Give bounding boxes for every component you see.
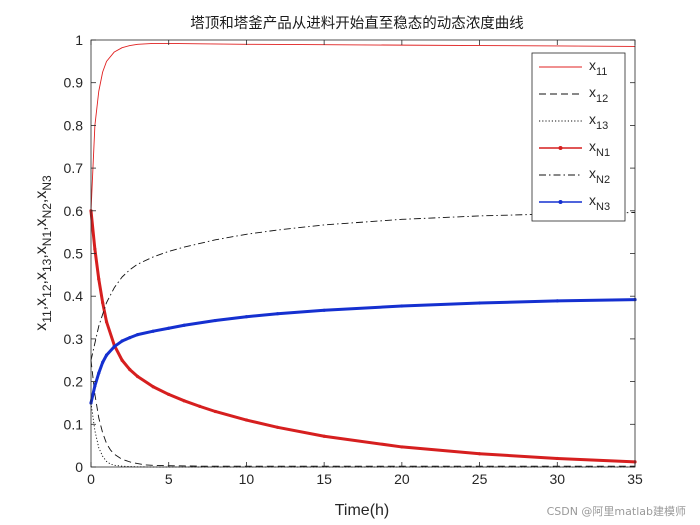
series-point-xN1 [167, 392, 171, 397]
y-tick-label: 0.2 [64, 374, 84, 390]
axes: 0 5 10 15 20 25 30 35 0 0.1 0.2 0.3 0.4 0.5 0.6 0.7 0.8 0… [64, 32, 643, 487]
y-tick-label: 0 [75, 459, 83, 475]
series-point-xN1 [198, 404, 202, 408]
y-tick-label: 0.6 [64, 203, 84, 219]
legend: x11 x12 x13 xN1 xN2 xN3 [531, 52, 626, 222]
series-line-xN2 [90, 212, 636, 361]
y-tick-label: 0.3 [64, 331, 84, 347]
y-tick-label: 0.9 [64, 75, 84, 91]
series-point-xN1 [182, 399, 186, 403]
legend-label-xN2: xN2 [589, 165, 610, 186]
x-tick-label: 35 [627, 471, 643, 487]
series-point-xN3 [477, 301, 482, 305]
legend-marker-xN3 [558, 200, 563, 204]
series-point-xN1 [555, 456, 559, 461]
series-line-x11 [90, 42, 636, 212]
series-point-xN3 [93, 384, 97, 388]
y-tick-label: 1 [75, 32, 83, 48]
series-point-xN3 [128, 336, 132, 340]
legend-label-x12: x12 [589, 84, 608, 105]
series-point-xN1 [400, 445, 404, 449]
series-point-xN3 [322, 308, 326, 312]
series-point-xN3 [213, 318, 217, 323]
series-point-xN1 [128, 368, 132, 372]
series-point-xN1 [477, 452, 482, 456]
series-point-xN1 [93, 247, 97, 251]
series-point-xN1 [101, 301, 105, 305]
series-point-xN1 [213, 409, 217, 414]
series-point-xN1 [104, 320, 109, 324]
series-point-xN3 [120, 339, 124, 343]
legend-label-xN1: xN1 [589, 138, 610, 159]
x-tick-label: 30 [549, 471, 565, 487]
x-tick-label: 5 [165, 471, 173, 487]
legend-label-x13: x13 [589, 111, 608, 132]
series-point-xN3 [151, 329, 155, 333]
y-tick-label: 0.1 [64, 416, 84, 432]
series-point-xN1 [120, 358, 124, 362]
x-axis-label: Time(h) [335, 502, 390, 519]
legend-label-x11: x11 [589, 57, 607, 78]
series-point-xN3 [97, 371, 101, 375]
series-point-xN1 [136, 374, 140, 379]
series-point-xN3 [182, 323, 186, 327]
series-point-xN1 [275, 425, 280, 429]
series-point-xN1 [322, 434, 326, 438]
series-point-xN3 [101, 360, 105, 364]
legend-box [531, 52, 626, 222]
series-point-xN3 [400, 304, 404, 308]
series-point-xN3 [167, 326, 171, 330]
x-tick-label: 10 [239, 471, 255, 487]
series-point-xN3 [555, 299, 559, 303]
x-tick-label: 15 [316, 471, 332, 487]
legend-label-xN3: xN3 [589, 192, 610, 213]
series-point-xN3 [112, 344, 116, 349]
y-axis-label: x11,x12,x13,xN1,xN2,xN3 [33, 175, 54, 331]
chart-title: 塔顶和塔釜产品从进料开始直至稳态的动态浓度曲线 [190, 15, 524, 32]
series-point-xN3 [104, 353, 109, 357]
series-point-xN3 [275, 312, 280, 316]
legend-marker-xN1 [558, 146, 563, 150]
series-point-xN1 [244, 418, 249, 422]
y-tick-label: 0.5 [64, 246, 84, 262]
series-point-xN1 [151, 385, 155, 389]
y-tick-label: 0.7 [64, 160, 84, 176]
series-point-xN3 [136, 333, 140, 337]
y-tick-label: 0.8 [64, 117, 84, 133]
x-tick-label: 25 [472, 471, 488, 487]
series-point-xN3 [244, 315, 249, 319]
x-tick-label: 20 [394, 471, 410, 487]
series-point-xN1 [97, 277, 101, 281]
y-tick-label: 0.4 [64, 288, 84, 304]
x-tick-label: 0 [87, 471, 95, 487]
series-line-x12 [90, 360, 635, 467]
watermark: CSDN @阿里matlab建模师 [546, 505, 686, 518]
